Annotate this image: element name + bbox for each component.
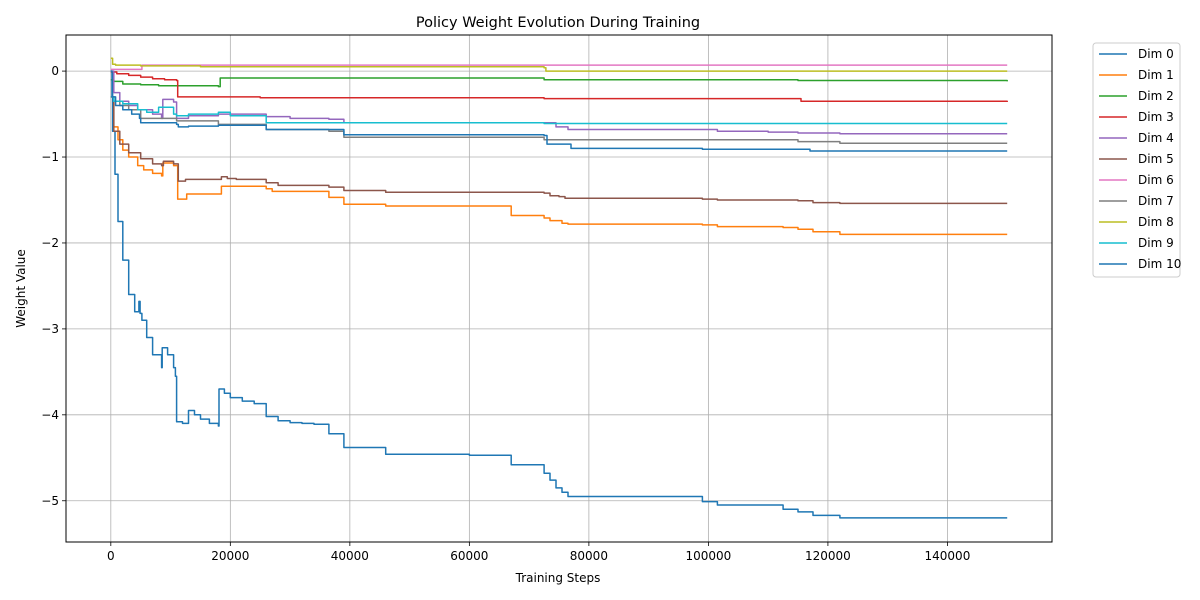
- legend-label-dim-1: Dim 1: [1138, 68, 1174, 82]
- series-line-dim-7: [110, 96, 1008, 145]
- series-line-dim-3: [110, 71, 1008, 102]
- legend-label-dim-4: Dim 4: [1138, 131, 1174, 145]
- legend-label-dim-9: Dim 9: [1138, 236, 1174, 250]
- x-axis-ticks: 0 20000 40000 60000 80000 100000 120000 140000: [107, 542, 970, 563]
- legend-label-dim-2: Dim 2: [1138, 89, 1174, 103]
- series-line-dim-6: [110, 64, 1008, 71]
- series-line-dim-10: [110, 70, 1008, 152]
- legend-label-dim-0: Dim 0: [1138, 47, 1174, 61]
- legend-frame: [1092, 42, 1181, 278]
- y-tick-label: 0: [51, 64, 59, 78]
- x-tick-label: 60000: [450, 549, 488, 563]
- x-tick-label: 100000: [685, 549, 731, 563]
- x-tick-label: 40000: [331, 549, 369, 563]
- x-tick-label: 0: [107, 549, 115, 563]
- y-tick-label: −1: [41, 150, 59, 164]
- x-tick-label: 80000: [570, 549, 608, 563]
- legend-label-dim-10: Dim 10: [1138, 257, 1181, 271]
- plot-frame: [65, 34, 1053, 543]
- y-axis-label: Weight Value: [14, 249, 28, 328]
- series-line-dim-8: [110, 57, 1008, 72]
- legend-label-dim-3: Dim 3: [1138, 110, 1174, 124]
- series-line-dim-0: [110, 70, 1008, 519]
- x-tick-label: 140000: [925, 549, 971, 563]
- y-tick-label: −5: [41, 494, 59, 508]
- series-line-dim-1: [110, 96, 1008, 236]
- grid-lines: [66, 35, 1052, 542]
- series-lines: [110, 57, 1008, 519]
- x-tick-label: 120000: [805, 549, 851, 563]
- series-line-dim-5: [110, 96, 1008, 205]
- legend-label-dim-7: Dim 7: [1138, 194, 1174, 208]
- legend-label-dim-8: Dim 8: [1138, 215, 1174, 229]
- series-line-dim-9: [110, 96, 1008, 125]
- chart-title: Policy Weight Evolution During Training: [416, 15, 700, 31]
- y-tick-label: −3: [41, 322, 59, 336]
- y-axis-ticks: 0 −1 −2 −3 −4 −5: [41, 64, 66, 508]
- series-line-dim-2: [110, 77, 1008, 88]
- legend: Dim 0 Dim 1 Dim 2 Dim 3 Dim 4 Dim 5 Dim 6 Dim 7…: [1092, 42, 1181, 278]
- legend-label-dim-6: Dim 6: [1138, 173, 1174, 187]
- y-tick-label: −4: [41, 408, 59, 422]
- x-axis-label: Training Steps: [515, 571, 601, 585]
- y-tick-label: −2: [41, 236, 59, 250]
- legend-label-dim-5: Dim 5: [1138, 152, 1174, 166]
- x-tick-label: 20000: [211, 549, 249, 563]
